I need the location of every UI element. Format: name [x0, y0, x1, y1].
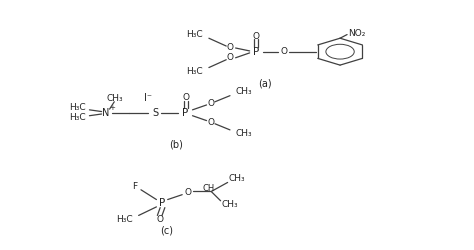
- Text: O: O: [182, 93, 190, 102]
- Text: O: O: [208, 118, 215, 127]
- Text: F: F: [132, 182, 137, 190]
- Text: N: N: [102, 108, 109, 118]
- Text: O: O: [208, 98, 215, 108]
- Text: O: O: [253, 32, 260, 41]
- Text: O: O: [227, 44, 234, 52]
- Text: O: O: [156, 214, 163, 224]
- Text: H₃C: H₃C: [69, 113, 86, 122]
- Text: H₃C: H₃C: [69, 104, 86, 112]
- Text: O: O: [227, 53, 234, 62]
- Text: CH: CH: [203, 184, 215, 193]
- Text: NO₂: NO₂: [348, 29, 365, 38]
- Text: CH₃: CH₃: [236, 129, 252, 138]
- Text: CH₃: CH₃: [228, 174, 246, 183]
- Text: CH₃: CH₃: [107, 94, 124, 102]
- Text: P: P: [182, 108, 189, 118]
- Text: (a): (a): [258, 78, 272, 88]
- Text: +: +: [109, 106, 115, 112]
- Text: P: P: [159, 198, 165, 208]
- Text: H₃C: H₃C: [187, 67, 203, 76]
- Text: S: S: [152, 108, 158, 118]
- Text: H₃C: H₃C: [187, 30, 203, 39]
- Text: O: O: [280, 47, 287, 56]
- Text: I⁻: I⁻: [144, 93, 152, 103]
- Text: (b): (b): [169, 140, 183, 149]
- Text: O: O: [184, 188, 191, 197]
- Text: CH₃: CH₃: [222, 200, 238, 209]
- Text: H₃C: H₃C: [116, 214, 133, 224]
- Text: CH₃: CH₃: [236, 88, 252, 96]
- Text: (c): (c): [160, 225, 173, 235]
- Text: P: P: [253, 47, 259, 57]
